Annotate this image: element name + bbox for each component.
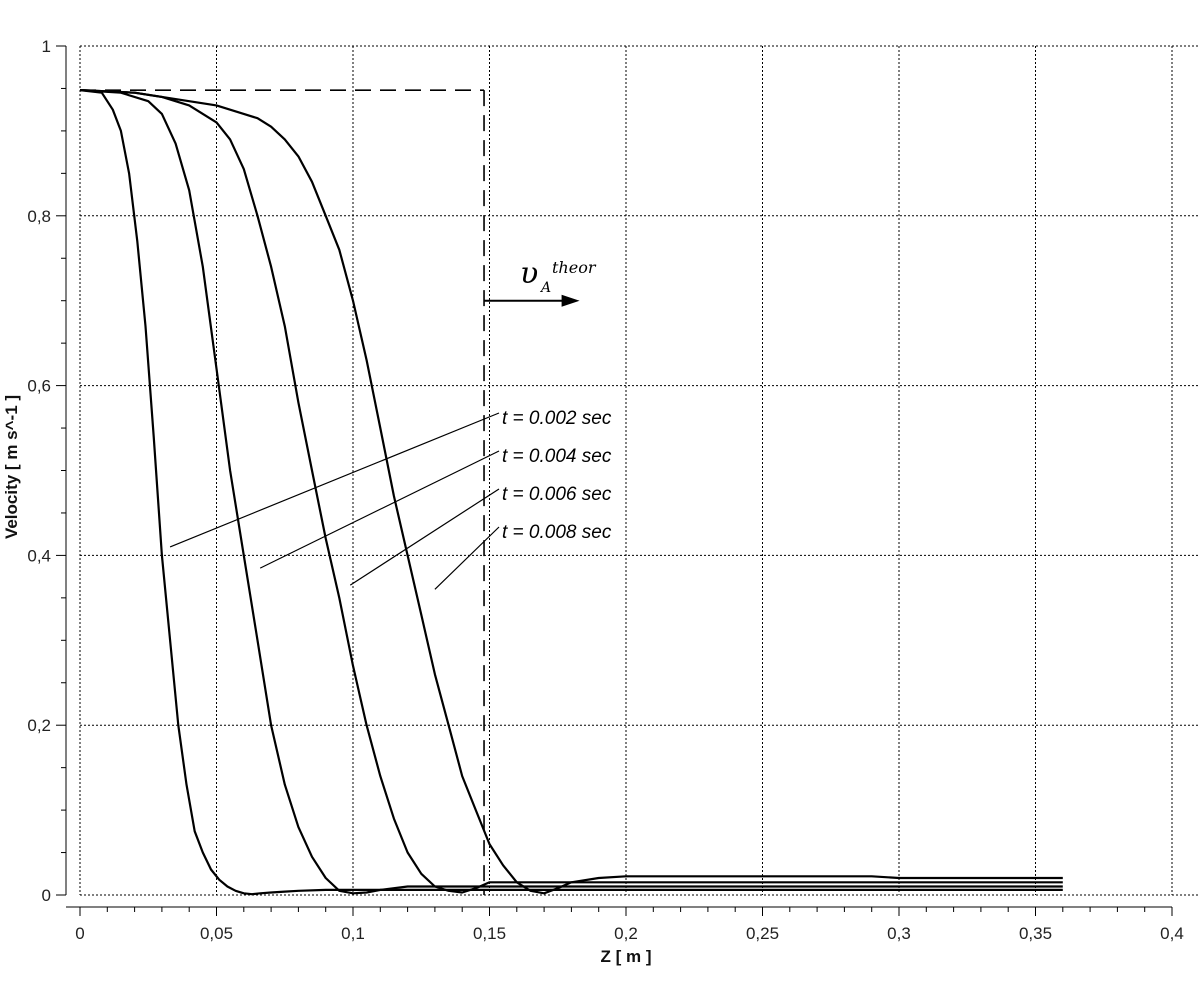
x-tick-label-2: 0,1 bbox=[341, 924, 365, 943]
x-tick-label-3: 0,15 bbox=[473, 924, 506, 943]
leader-line-3 bbox=[349, 488, 500, 586]
x-tick-label-1: 0,05 bbox=[200, 924, 233, 943]
y-tick-label-2: 0,4 bbox=[27, 546, 51, 565]
velocity-annotation: υ A theor bbox=[484, 256, 597, 307]
leader-line-2 bbox=[259, 450, 500, 569]
y-tick-label-1: 0,2 bbox=[27, 716, 51, 735]
velocity-superscript: theor bbox=[552, 258, 597, 277]
series-line-1 bbox=[79, 89, 1063, 896]
velocity-subscript: A bbox=[539, 280, 551, 296]
y-tick-label-5: 1 bbox=[42, 37, 51, 56]
y-tick-label-3: 0,6 bbox=[27, 377, 51, 396]
y-axis-title: Velocity [ m s^-1 ] bbox=[2, 395, 21, 539]
x-tick-label-5: 0,25 bbox=[746, 924, 779, 943]
x-axis-title: Z [ m ] bbox=[601, 947, 652, 966]
series-label-3: t = 0.006 sec bbox=[502, 484, 612, 505]
x-tick-label-6: 0,3 bbox=[887, 924, 911, 943]
x-tick-label-7: 0,35 bbox=[1019, 924, 1052, 943]
series-line-3 bbox=[79, 89, 1063, 894]
leader-line-4 bbox=[434, 526, 500, 590]
x-tick-label-8: 0,4 bbox=[1160, 924, 1184, 943]
leader-line-1 bbox=[169, 412, 500, 548]
velocity-arrow-head bbox=[561, 294, 580, 307]
series-curves bbox=[79, 89, 1063, 896]
x-tick-label-0: 0 bbox=[75, 924, 84, 943]
axes: 0 0,05 0,1 0,15 0,2 0,25 0,3 0,35 0,4 0 0,2 0,4 0,6 0… bbox=[27, 37, 1183, 943]
series-labels: t = 0.002 sec t = 0.004 sec t = 0.006 sec t… bbox=[169, 408, 612, 590]
x-tick-label-4: 0,2 bbox=[614, 924, 638, 943]
y-tick-label-0: 0 bbox=[42, 886, 51, 905]
series-label-1: t = 0.002 sec bbox=[502, 408, 612, 429]
velocity-symbol: υ bbox=[520, 256, 538, 291]
series-label-2: t = 0.004 sec bbox=[502, 446, 612, 467]
reference-lines bbox=[80, 89, 485, 895]
grid bbox=[79, 45, 1200, 896]
series-line-4 bbox=[79, 89, 1063, 895]
series-label-4: t = 0.008 sec bbox=[502, 522, 612, 543]
y-tick-label-4: 0,8 bbox=[27, 207, 51, 226]
series-line-2 bbox=[79, 89, 1063, 895]
